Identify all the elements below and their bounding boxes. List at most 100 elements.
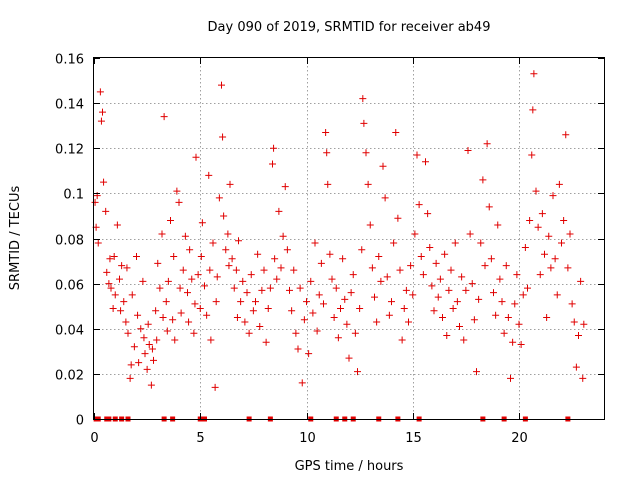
data-point [411,230,419,238]
data-point [460,336,468,344]
data-point [275,207,283,215]
data-point [538,210,546,218]
data-point [375,253,383,261]
data-point [300,316,308,324]
data-point [258,286,266,294]
data-point [360,119,368,127]
data-point [577,277,585,285]
data-point [206,266,214,274]
data-point [330,313,338,321]
data-point [570,318,578,326]
data-point [158,230,166,238]
data-point [575,332,582,340]
data-point [487,255,495,263]
data-point [509,338,517,346]
data-point [137,325,145,333]
data-point [390,239,398,247]
data-point [113,221,121,229]
data-point [436,275,444,283]
data-point [328,275,336,283]
data-point [249,307,257,315]
data-point [445,286,453,294]
data-point [147,381,155,389]
data-point [100,178,108,186]
data-point [96,88,104,96]
data-point [262,338,270,346]
data-point [541,250,548,258]
data-point [222,246,230,254]
data-point [349,271,357,279]
x-axis-label: GPS time / hours [295,459,404,474]
data-point [298,379,306,387]
data-point [337,304,344,312]
data-point [111,291,119,299]
data-point [133,253,140,261]
data-point [91,198,99,206]
data-point [191,300,199,308]
data-point [545,232,553,240]
data-point [428,282,436,290]
data-point [564,264,572,272]
data-point [549,192,557,200]
data-point [286,286,293,294]
data-point [281,183,289,191]
data-point [122,318,130,326]
data-point [492,311,500,319]
data-point [430,307,438,315]
data-point [215,194,223,202]
data-point [419,271,427,279]
data-point [345,354,353,362]
data-point [526,216,534,224]
data-point [303,298,310,306]
data-point [164,277,172,285]
data-point [292,329,300,337]
data-point [443,332,451,340]
data-point [271,255,279,263]
x-tick-label: 0 [90,431,98,446]
data-point [475,295,483,303]
data-point [211,383,219,391]
data-point [356,304,364,312]
data-point [219,133,227,141]
data-point [320,300,327,308]
data-point [470,316,478,324]
data-point [315,291,323,299]
data-point [102,207,110,215]
data-point [477,239,485,247]
data-point [311,239,319,247]
data-point [432,259,440,267]
data-point [507,374,514,382]
data-point [230,284,238,292]
data-point [213,273,221,281]
data-point [220,212,228,220]
data-point [167,216,174,224]
data-point [160,113,168,121]
data-point [362,149,370,157]
data-point [103,268,111,276]
data-point [515,320,523,328]
x-tick-label: 10 [299,431,316,446]
data-point [153,336,161,344]
data-point [145,341,153,349]
data-point [152,307,160,315]
y-tick-label: 0.12 [55,143,84,158]
data-point [547,264,555,272]
data-point [456,322,463,330]
data-point [558,239,565,247]
y-axis-label: SRMTID / TECUs [8,186,23,291]
data-point [144,320,152,328]
chart-title: Day 090 of 2019, SRMTID for receiver ab4… [208,20,491,35]
data-point [439,313,446,321]
data-point [500,329,508,337]
data-point [273,275,281,283]
data-point [339,255,347,263]
plot-frame [93,57,605,420]
data-point [159,313,167,321]
data-point [134,311,142,319]
data-point [334,334,342,342]
data-point [347,289,355,297]
data-point [528,151,536,159]
y-tick-label: 0.14 [55,98,84,113]
y-tick-label: 0.16 [55,53,84,68]
